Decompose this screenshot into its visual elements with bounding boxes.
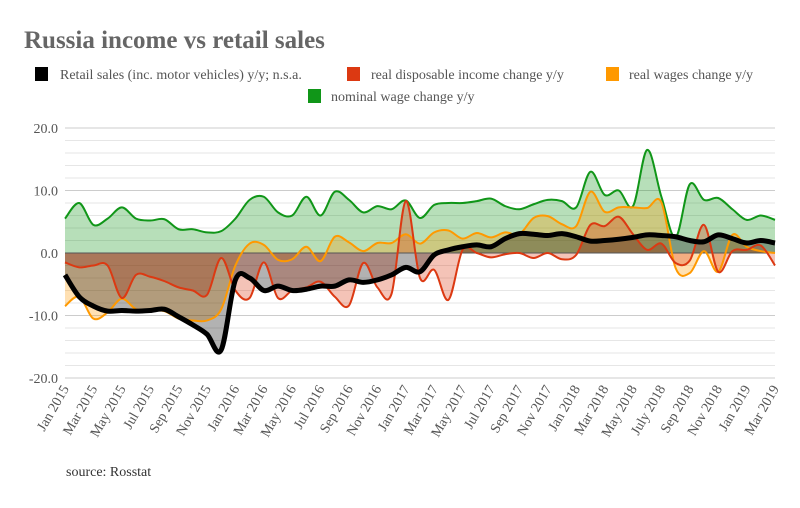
y-tick-label: 10.0: [34, 185, 59, 200]
y-tick-label: -10.0: [29, 310, 58, 325]
legend-swatch: [35, 67, 48, 81]
legend-swatch: [347, 67, 360, 81]
legend-label: real disposable income change y/y: [371, 68, 564, 83]
legend-item-real-disposable-income[interactable]: real disposable income change y/y: [347, 67, 564, 83]
area-retail-sales-inc-motor-vehicles-y-y-n-s-a: [65, 233, 775, 353]
y-tick-label: -20.0: [29, 372, 58, 387]
legend-swatch: [308, 89, 321, 103]
source-note: source: Rosstat: [66, 465, 151, 480]
legend-swatch: [606, 67, 619, 81]
chart-title: Russia income vs retail sales: [24, 27, 325, 54]
area-nominal-wage-change-y-y: [65, 149, 775, 253]
y-axis: 20.0 10.0 0.0 -10.0 -20.0: [29, 122, 58, 387]
legend-item-real-wages[interactable]: real wages change y/y: [606, 67, 753, 83]
legend: Retail sales (inc. motor vehicles) y/y; …: [35, 67, 753, 105]
line-nominal-wage-change-y-y: [64, 148, 776, 239]
y-tick-label: 20.0: [34, 122, 59, 137]
legend-item-retail-sales[interactable]: Retail sales (inc. motor vehicles) y/y; …: [35, 67, 302, 83]
series-lines: [62, 148, 776, 355]
legend-item-nominal-wage[interactable]: nominal wage change y/y: [308, 89, 474, 105]
y-tick-label: 0.0: [41, 247, 59, 262]
legend-label: Retail sales (inc. motor vehicles) y/y; …: [60, 68, 302, 83]
line-retail-sales-inc-motor-vehicles-y-y-n-s-a: [62, 230, 776, 355]
legend-label: nominal wage change y/y: [331, 90, 474, 105]
area-real-disposable-income-change-y-y: [65, 201, 775, 308]
series-areas: [65, 149, 775, 353]
legend-label: real wages change y/y: [629, 68, 753, 83]
